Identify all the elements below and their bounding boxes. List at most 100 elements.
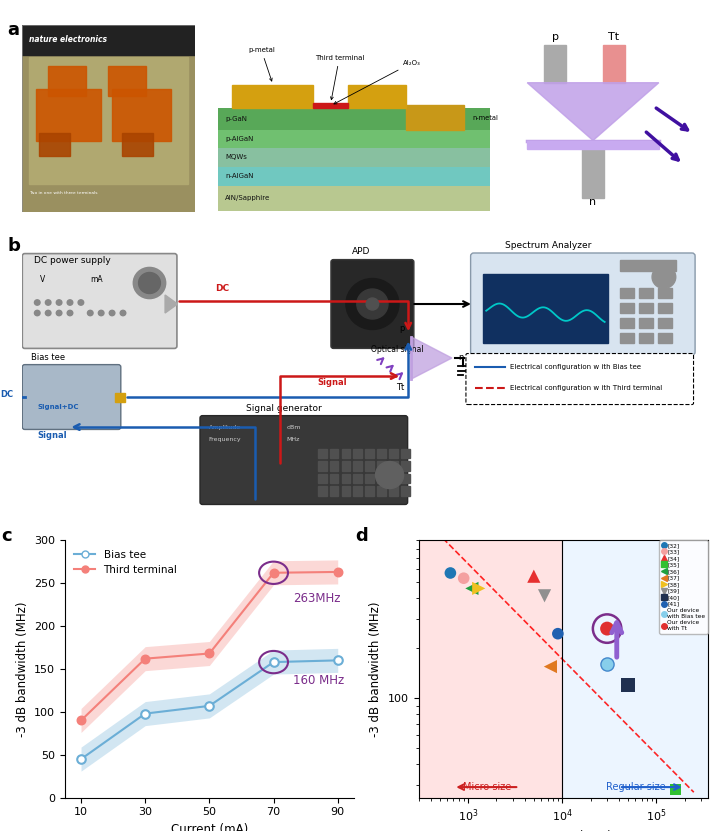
Text: DC power supply: DC power supply	[34, 256, 111, 264]
Text: a: a	[7, 21, 19, 39]
Bar	[639, 317, 653, 328]
Point	[139, 707, 151, 720]
Bar	[377, 449, 386, 458]
Point	[670, 783, 682, 796]
Bar	[365, 461, 374, 471]
Point	[332, 565, 344, 578]
Bar	[342, 461, 350, 471]
Bar	[639, 332, 653, 343]
Text: Two in one with three terminals: Two in one with three terminals	[29, 191, 97, 195]
Circle shape	[56, 300, 62, 305]
Text: Frequency: Frequency	[209, 436, 241, 441]
Bar	[122, 133, 153, 156]
Text: n: n	[589, 197, 596, 207]
Text: Amplitude: Amplitude	[209, 425, 241, 430]
FancyBboxPatch shape	[200, 416, 408, 504]
Point	[445, 567, 456, 580]
Text: p-AlGaN: p-AlGaN	[225, 136, 253, 142]
Bar	[313, 103, 348, 108]
Bar	[365, 449, 374, 458]
Text: p: p	[399, 324, 404, 333]
Polygon shape	[165, 295, 178, 313]
Bar	[318, 449, 326, 458]
Text: AIN/Sapphire: AIN/Sapphire	[225, 195, 271, 201]
Circle shape	[375, 461, 404, 489]
Circle shape	[45, 300, 51, 305]
Bar	[620, 260, 677, 271]
Bar	[342, 474, 350, 484]
Bar	[406, 106, 464, 130]
Bar	[658, 332, 671, 343]
Circle shape	[134, 268, 165, 298]
Legend: Bias tee, Third terminal: Bias tee, Third terminal	[70, 545, 181, 579]
Bar	[620, 302, 635, 313]
Text: Signal: Signal	[38, 430, 67, 440]
Text: Signal: Signal	[318, 378, 347, 387]
Circle shape	[35, 310, 40, 316]
Text: d: d	[355, 528, 368, 545]
Text: n-metal: n-metal	[472, 115, 498, 120]
Bar	[318, 461, 326, 471]
Bar	[377, 461, 386, 471]
Text: Al₂O₃: Al₂O₃	[334, 60, 420, 104]
Polygon shape	[527, 83, 658, 140]
Point	[75, 753, 87, 766]
Bar	[365, 486, 374, 496]
Point	[466, 582, 478, 595]
Circle shape	[109, 310, 115, 316]
Circle shape	[346, 278, 399, 330]
Circle shape	[67, 310, 73, 316]
Bar	[401, 461, 409, 471]
FancyBboxPatch shape	[471, 253, 695, 355]
Point	[552, 627, 564, 641]
Circle shape	[87, 310, 93, 316]
Point	[204, 699, 215, 712]
Point	[332, 654, 344, 667]
Text: Tt: Tt	[609, 32, 619, 42]
Circle shape	[357, 289, 388, 319]
Text: p: p	[552, 32, 559, 42]
Bar	[365, 474, 374, 484]
Text: MQWs: MQWs	[225, 155, 247, 160]
Bar	[544, 46, 566, 83]
Text: DC: DC	[0, 390, 13, 399]
Point	[622, 678, 634, 691]
Text: nature electronics: nature electronics	[29, 36, 107, 44]
Bar	[483, 274, 608, 343]
Bar	[318, 486, 326, 496]
Point	[139, 652, 151, 666]
Bar	[330, 449, 339, 458]
Bar	[658, 317, 671, 328]
Bar	[330, 474, 339, 484]
Circle shape	[45, 310, 51, 316]
FancyBboxPatch shape	[22, 365, 121, 430]
Text: p-GaN: p-GaN	[225, 116, 247, 122]
Bar	[389, 474, 398, 484]
Bar	[353, 486, 362, 496]
Bar	[401, 474, 409, 484]
Bar	[116, 392, 124, 401]
Point	[539, 589, 550, 602]
Bar	[342, 486, 350, 496]
Bar	[603, 46, 625, 83]
Bar	[389, 461, 398, 471]
Bar	[353, 474, 362, 484]
Bar	[39, 133, 70, 156]
Text: V: V	[40, 274, 45, 283]
Text: n: n	[458, 352, 464, 361]
Text: Spectrum Analyzer: Spectrum Analyzer	[505, 242, 591, 250]
Text: Bias tee: Bias tee	[31, 352, 65, 361]
Legend: [32], [33], [34], [35], [36], [37], [38], [39], [40], [41], Our device
with Bias: [32], [33], [34], [35], [36], [37], [38]…	[659, 540, 708, 633]
Bar	[582, 149, 604, 199]
Text: Signal generator: Signal generator	[246, 404, 322, 412]
Text: mA: mA	[90, 274, 103, 283]
Text: Optical signal: Optical signal	[371, 345, 424, 354]
Text: Electrical configuration w ith Third terminal: Electrical configuration w ith Third ter…	[510, 385, 662, 391]
Point	[544, 660, 556, 673]
Bar	[389, 486, 398, 496]
Point	[528, 569, 539, 583]
Bar	[620, 288, 635, 298]
X-axis label: Current (mA): Current (mA)	[171, 823, 248, 831]
Bar	[527, 140, 658, 149]
Circle shape	[35, 300, 40, 305]
